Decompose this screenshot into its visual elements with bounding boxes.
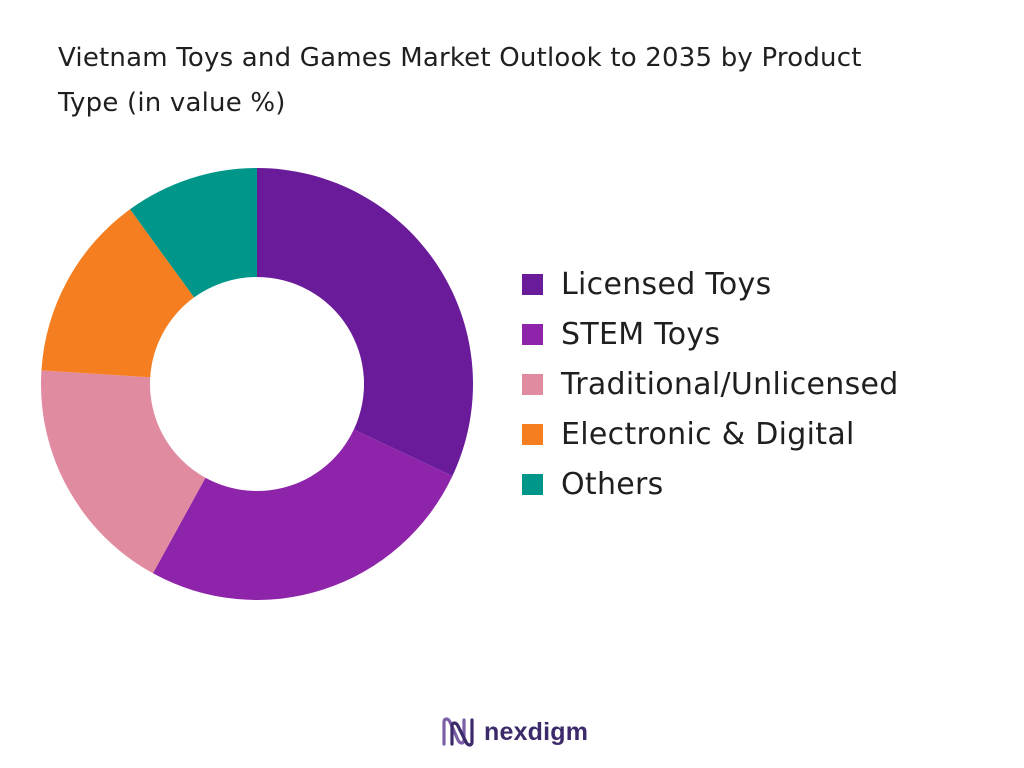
legend-swatch bbox=[522, 373, 543, 395]
chart-title: Vietnam Toys and Games Market Outlook to… bbox=[58, 36, 1018, 126]
chart-legend: Licensed Toys STEM Toys Traditional/Unlice… bbox=[522, 259, 899, 509]
legend-label: Electronic & Digital bbox=[561, 416, 855, 452]
donut-slice-traditional-unlicensed bbox=[40, 370, 206, 574]
legend-swatch bbox=[522, 473, 543, 495]
donut-slice-others bbox=[130, 168, 257, 298]
nexdigm-logo: nexdigm bbox=[440, 714, 588, 750]
legend-item: Others bbox=[522, 459, 899, 509]
legend-item: Licensed Toys bbox=[522, 259, 899, 309]
legend-label: STEM Toys bbox=[561, 316, 721, 352]
donut-slice-electronic-digital bbox=[41, 209, 195, 378]
legend-item: STEM Toys bbox=[522, 309, 899, 359]
legend-swatch bbox=[522, 323, 543, 345]
legend-swatch bbox=[522, 423, 543, 445]
nexdigm-logo-text: nexdigm bbox=[484, 717, 589, 746]
chart-title-line-1: Vietnam Toys and Games Market Outlook to… bbox=[58, 43, 862, 73]
donut-slice-licensed-toys bbox=[257, 168, 474, 476]
donut-slice-stem-toys bbox=[152, 429, 453, 600]
legend-label: Others bbox=[561, 466, 664, 502]
legend-label: Licensed Toys bbox=[561, 266, 772, 302]
nexdigm-logo-icon bbox=[442, 717, 474, 747]
legend-item: Electronic & Digital bbox=[522, 409, 899, 459]
legend-swatch bbox=[522, 273, 543, 295]
chart-title-line-2: Type (in value %) bbox=[58, 88, 286, 118]
legend-item: Traditional/Unlicensed bbox=[522, 359, 899, 409]
legend-label: Traditional/Unlicensed bbox=[561, 366, 899, 402]
